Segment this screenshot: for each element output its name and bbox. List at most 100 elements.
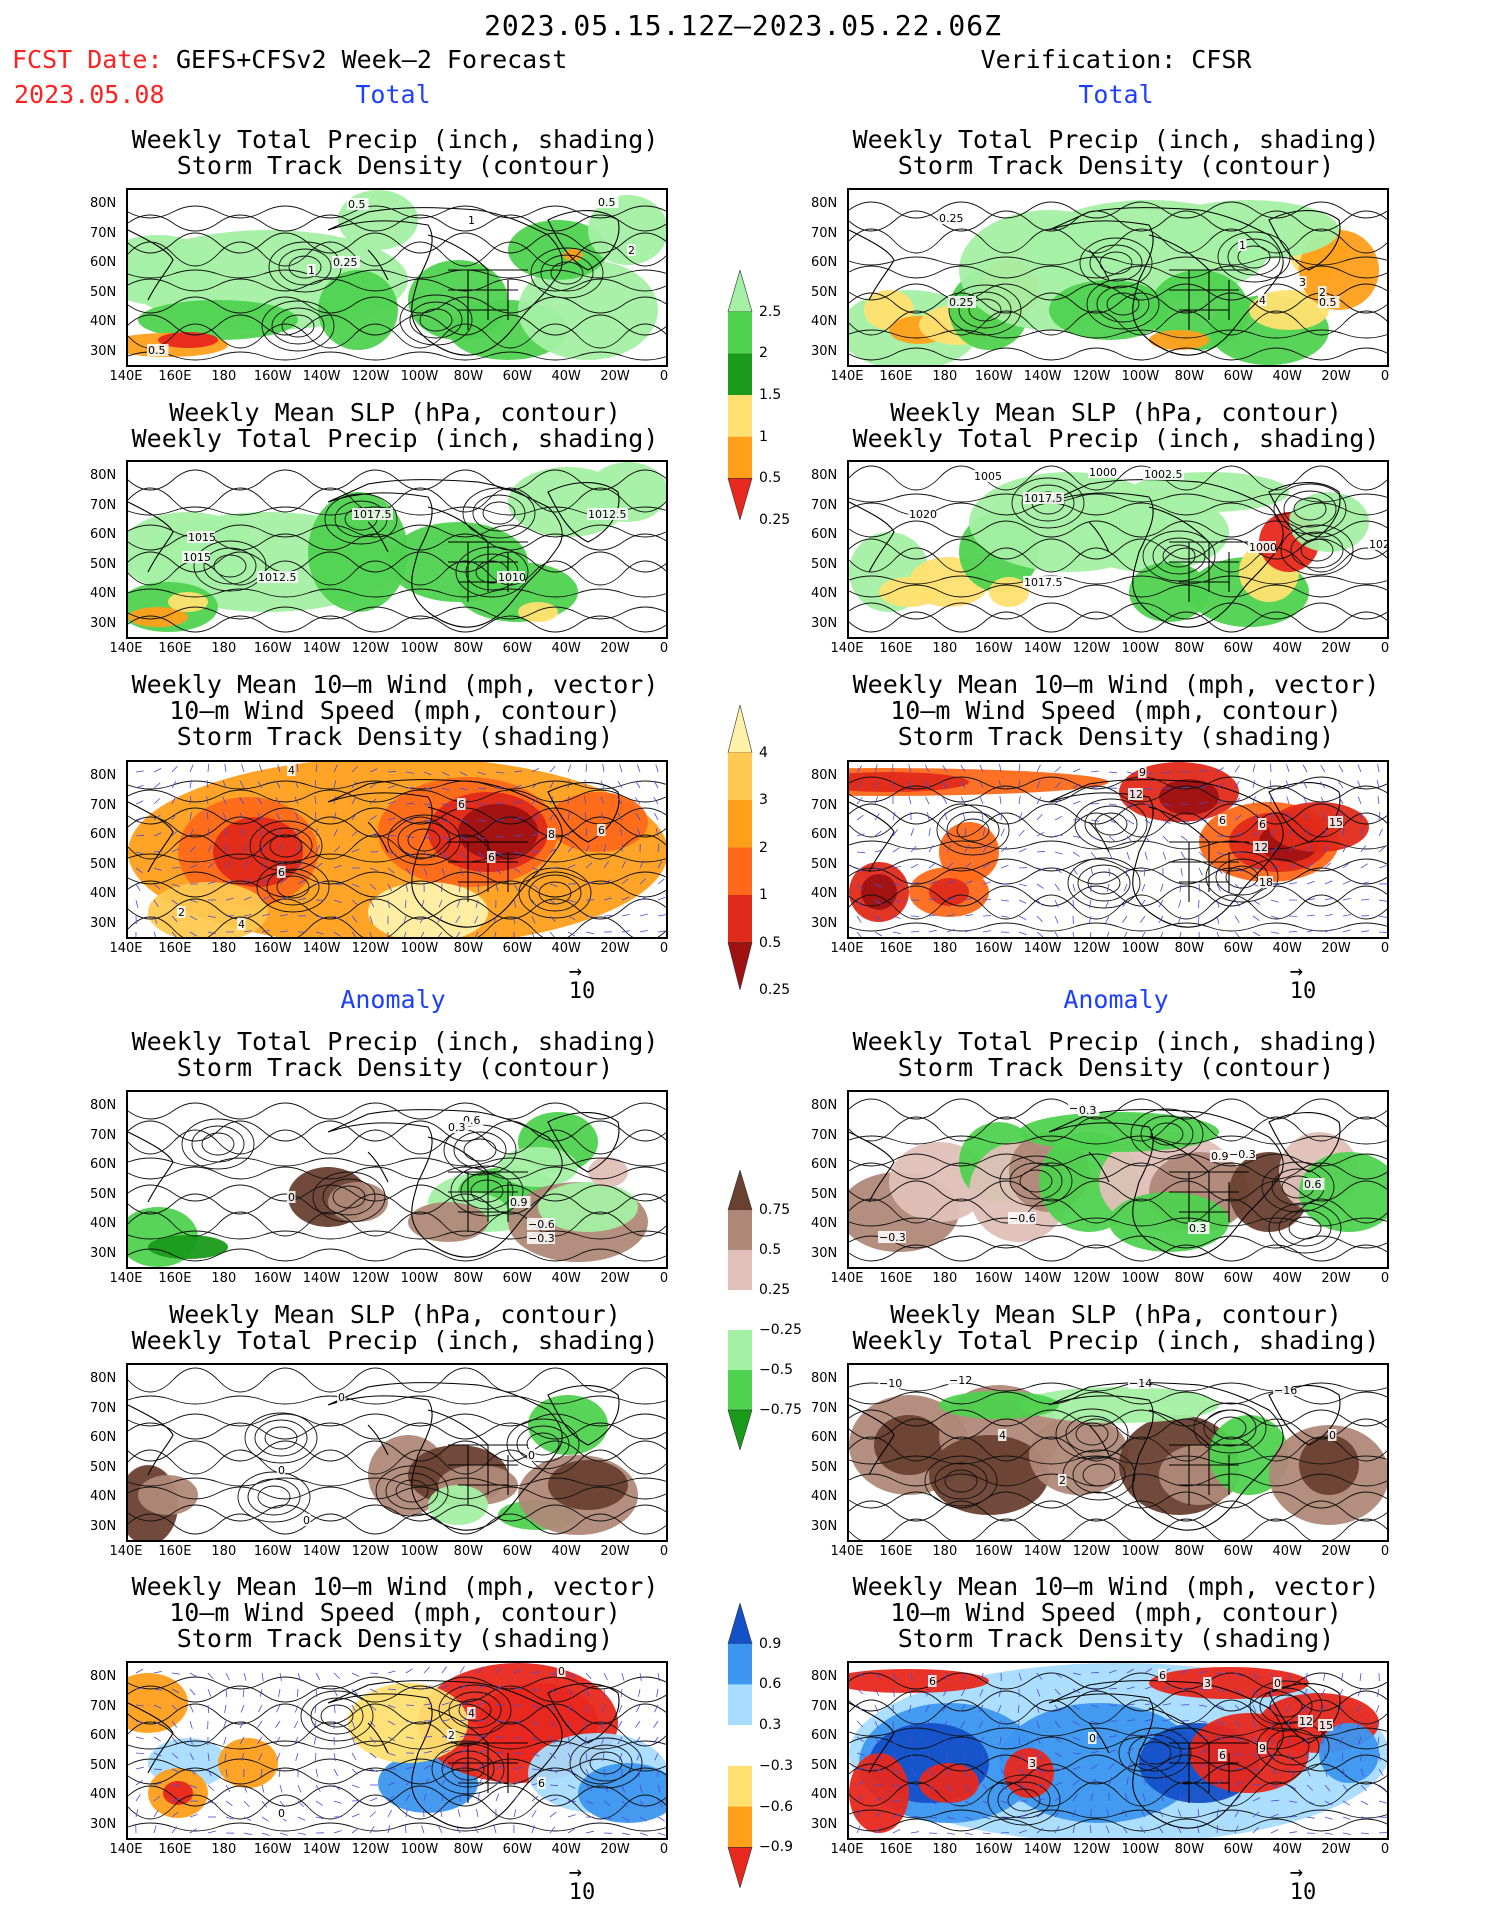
contour-label-bg (1258, 818, 1267, 830)
colorbar-label: 0.3 (759, 1717, 782, 1734)
wind-vector (856, 765, 863, 773)
lon-tick-label: 20W (1321, 641, 1351, 656)
wind-vector (1162, 771, 1171, 774)
wind-vector (153, 1795, 161, 1802)
lat-tick-label: 40N (90, 1216, 117, 1231)
wind-vector (1306, 914, 1315, 917)
wind-vector (656, 1688, 659, 1697)
contour-label-bg (1218, 1749, 1227, 1761)
contour-label: 4 (288, 764, 295, 777)
wind-vector (222, 812, 227, 821)
colorbar-label: 4 (759, 744, 768, 761)
contour-label: −0.6 (1009, 1212, 1036, 1225)
contour-closed (266, 868, 320, 906)
wind-vector (1108, 771, 1118, 774)
lon-tick-label: 160E (158, 1544, 192, 1559)
wind-vector (1234, 780, 1240, 789)
contour-line (128, 898, 666, 920)
wind-vector (1197, 915, 1200, 925)
contour-closed (324, 493, 398, 545)
wind-vector (910, 1768, 917, 1776)
wind-vector (601, 1736, 605, 1745)
contour-closed (288, 255, 322, 279)
wind-vector (964, 1784, 971, 1792)
wind-vector (924, 780, 930, 789)
lon-tick-label: 140E (830, 641, 864, 656)
contour-line (849, 894, 1387, 920)
wind-vector (171, 1752, 179, 1759)
wind-vector (1342, 1816, 1351, 1820)
wind-vector (1288, 1768, 1295, 1776)
wind-vector (207, 881, 216, 885)
lon-tick-label: 0 (1380, 1271, 1390, 1286)
wind-vector (513, 1780, 521, 1786)
contour-closed (438, 1684, 512, 1736)
lon-tick-label: 80W (1174, 1271, 1205, 1286)
wind-vector (171, 765, 178, 773)
shading-region (1129, 472, 1289, 512)
wind-vector (585, 1688, 590, 1697)
wind-vector (1122, 899, 1128, 908)
wind-vector (1198, 867, 1203, 876)
wind-vector (189, 780, 192, 789)
lon-tick-label: 60W (1223, 641, 1253, 656)
wind-vector (1000, 1784, 1008, 1791)
wind-vector (351, 1784, 360, 1789)
wind-vector (657, 1672, 660, 1681)
wind-vector (1234, 1720, 1241, 1728)
lat-tick-label: 50N (90, 284, 117, 300)
contour-line (849, 803, 1387, 825)
contour-closed (1075, 1422, 1109, 1446)
lon-tick-label: 40W (1272, 1842, 1302, 1857)
wind-vector (1288, 882, 1297, 885)
contour-line (128, 232, 666, 254)
wind-vector (1036, 867, 1045, 871)
lat-tick-label: 40N (90, 314, 117, 329)
wind-vector (1270, 1720, 1272, 1730)
contour-label-bg (1273, 1384, 1295, 1396)
contour-line (128, 789, 666, 803)
vector-reference-value: 10 (568, 1880, 596, 1905)
lon-tick-label: 160E (158, 941, 192, 956)
lat-tick-label: 60N (811, 255, 838, 270)
wind-vector (223, 1720, 227, 1729)
wind-vector (351, 915, 358, 923)
wind-vector (1144, 1703, 1153, 1706)
contour-closed (530, 247, 604, 299)
wind-vector (1306, 862, 1314, 869)
contour-line (849, 292, 1387, 314)
contour-closed (249, 820, 323, 872)
wind-vector (333, 915, 342, 921)
wind-vector (617, 812, 623, 821)
shading-region (428, 1485, 488, 1525)
contour-closed (958, 291, 1012, 329)
contour-line (128, 807, 666, 825)
wind-vector (926, 1688, 930, 1697)
wind-vector (369, 1688, 378, 1693)
contour-closed (247, 1478, 301, 1516)
wind-vector (1143, 867, 1146, 877)
wind-vector (387, 1704, 396, 1709)
wind-vector (423, 787, 432, 790)
wind-vector (1252, 1783, 1262, 1786)
wind-vector (1072, 931, 1075, 937)
wind-vector (1105, 1825, 1110, 1834)
contour-label: 2 (628, 244, 635, 257)
wind-vector (549, 1768, 558, 1773)
colorbar-swatch (728, 353, 752, 395)
wind-vector (1126, 1719, 1135, 1722)
contour-label: 0 (1274, 1677, 1281, 1690)
wind-vector (531, 767, 540, 773)
lon-tick-label: 160E (879, 941, 913, 956)
colorbar-label: 1.5 (759, 387, 782, 403)
wind-vector (1072, 818, 1081, 821)
contour-closed (1142, 530, 1216, 582)
wind-vector (1234, 1672, 1243, 1677)
wind-vector (1303, 1688, 1308, 1697)
wind-vector (1144, 787, 1153, 790)
lat-tick-label: 60N (811, 527, 838, 542)
contour-closed (395, 1479, 429, 1503)
contour-label: 0.25 (949, 296, 974, 309)
